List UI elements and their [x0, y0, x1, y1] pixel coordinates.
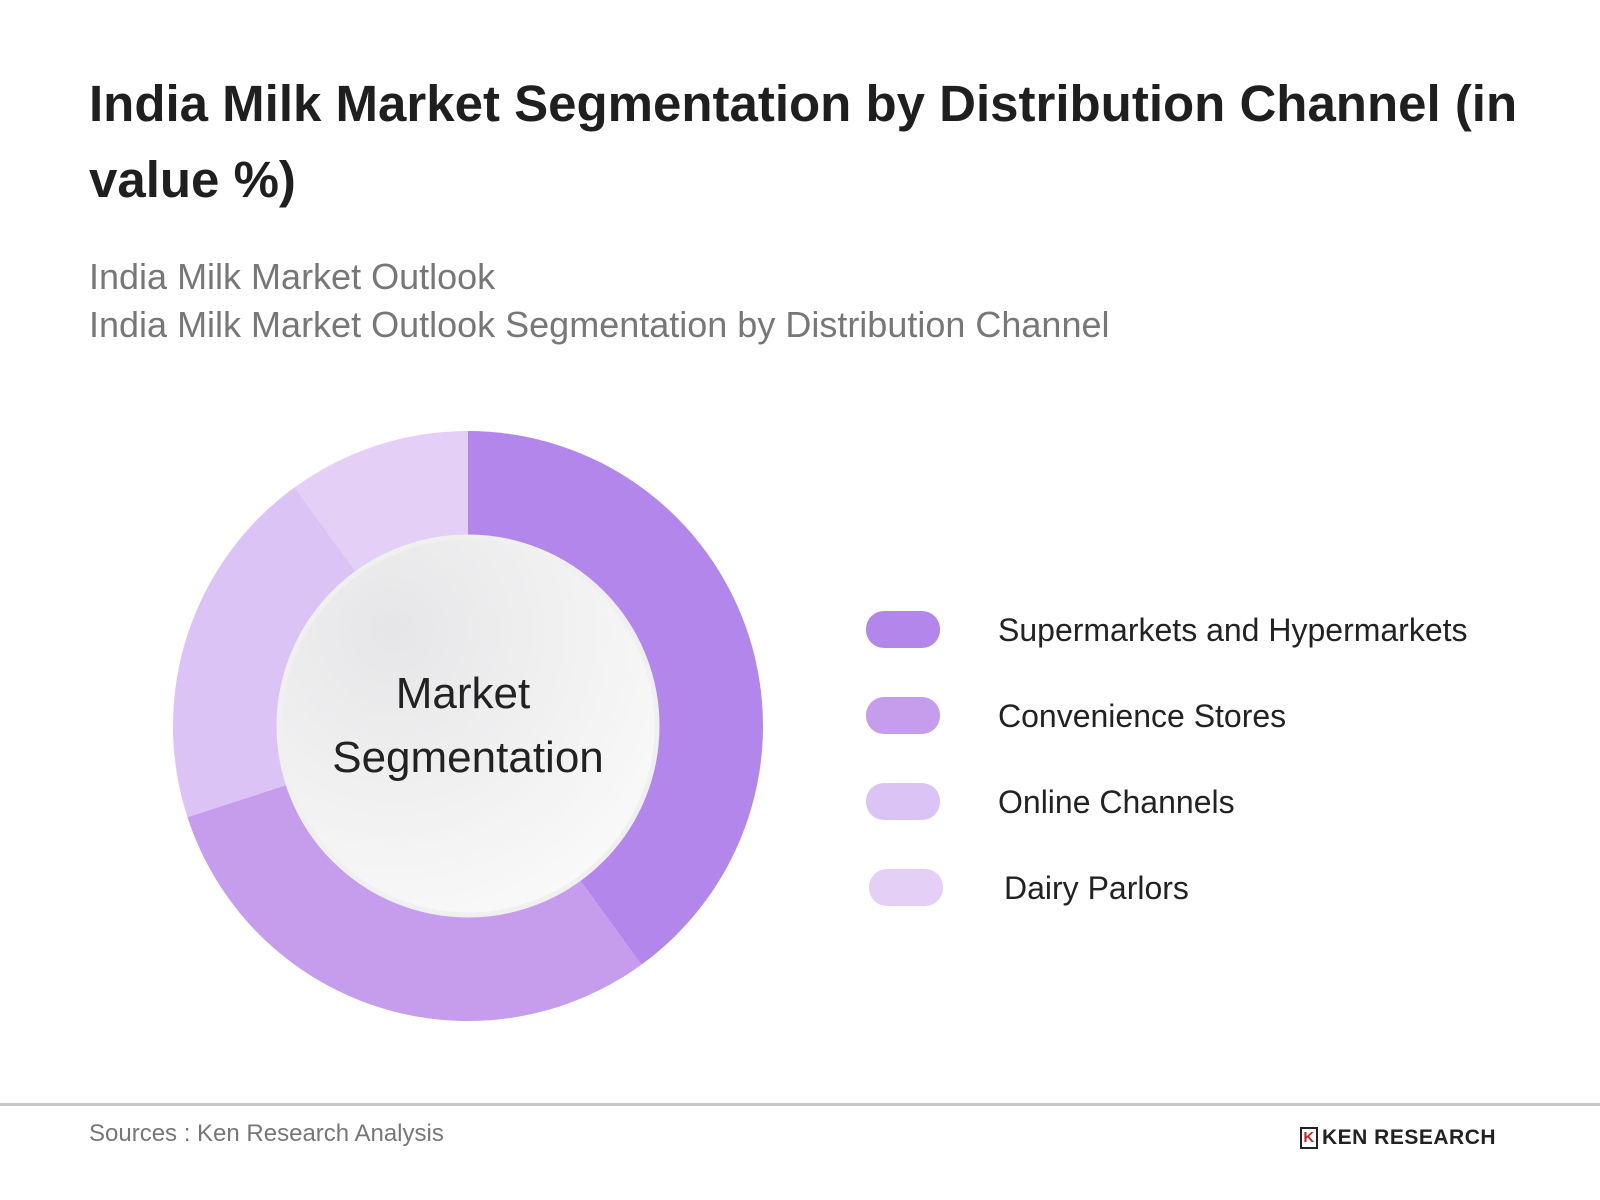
legend-swatch: [869, 869, 943, 906]
logo-k-icon: K: [1300, 1127, 1318, 1149]
legend-label: Dairy Parlors: [1004, 870, 1189, 906]
logo-text: KEN RESEARCH: [1322, 1126, 1497, 1149]
subtitle-1: India Milk Market Outlook: [89, 256, 496, 297]
legend-swatch: [866, 697, 940, 734]
chart-title: India Milk Market Segmentation by Distri…: [89, 75, 1518, 208]
ken-research-logo: K KEN RESEARCH: [1300, 1126, 1496, 1150]
legend-label: Supermarkets and Hypermarkets: [998, 612, 1468, 648]
donut-center: [276, 534, 660, 918]
legend-swatch: [866, 611, 940, 648]
footer-divider: [0, 1103, 1600, 1106]
source-note: Sources : Ken Research Analysis: [89, 1120, 444, 1147]
center-label-1: Market: [396, 669, 530, 718]
center-label-2: Segmentation: [332, 733, 604, 782]
legend-swatch: [866, 783, 940, 820]
legend-label: Online Channels: [998, 784, 1235, 820]
subtitle-2: India Milk Market Outlook Segmentation b…: [89, 304, 1110, 345]
legend-label: Convenience Stores: [998, 698, 1287, 734]
